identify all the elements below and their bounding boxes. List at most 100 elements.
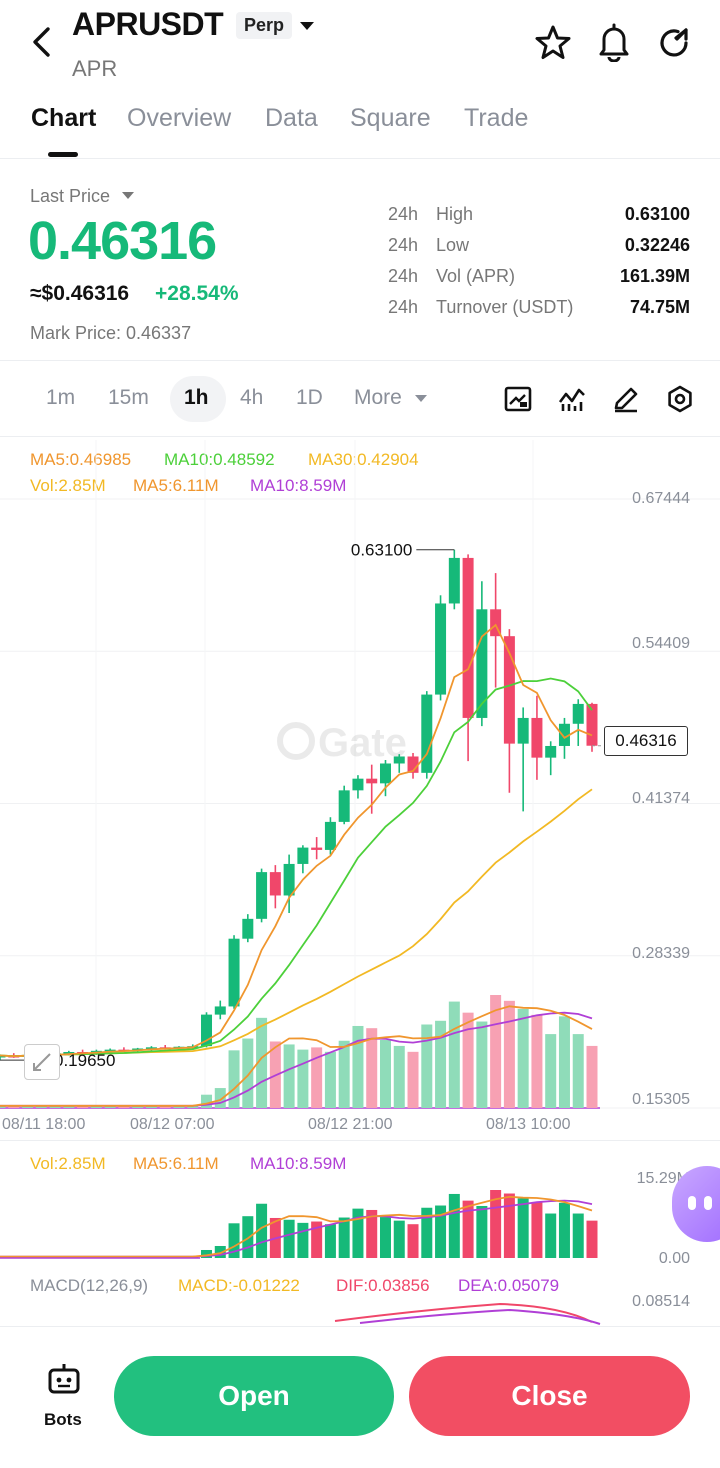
collapse-expand-icon[interactable] xyxy=(24,1044,60,1080)
timeframe-more[interactable]: More xyxy=(354,386,402,409)
star-icon[interactable] xyxy=(534,24,572,62)
x-tick: 08/13 10:00 xyxy=(486,1116,571,1133)
volume-bar xyxy=(0,1105,6,1108)
more-dropdown-icon[interactable] xyxy=(415,395,427,402)
volume-bar xyxy=(90,1105,102,1108)
draw-pencil-icon[interactable] xyxy=(611,384,641,414)
volume-bar xyxy=(379,1040,391,1108)
volume-bar xyxy=(393,1220,405,1258)
vol-ma5-line xyxy=(0,1005,593,1107)
y-tick: 0.15305 xyxy=(632,1091,690,1108)
volume-bar xyxy=(324,1051,336,1108)
volume-bar xyxy=(490,995,502,1108)
candle-body xyxy=(324,821,336,850)
bots-robot-icon[interactable] xyxy=(46,1362,82,1396)
tab-data[interactable]: Data xyxy=(265,104,318,132)
volume-bar xyxy=(35,1105,47,1108)
stat-value: 0.32246 xyxy=(624,235,690,255)
stat-low: 24h Low 0.32246 xyxy=(388,235,690,259)
volume-bar xyxy=(448,1193,460,1258)
volume-bar xyxy=(338,1040,350,1108)
candle-body xyxy=(490,609,502,637)
stat-period: 24h xyxy=(388,204,419,224)
volume-bar xyxy=(283,1219,295,1258)
last-price-dropdown-icon[interactable] xyxy=(122,192,134,199)
stat-value: 0.63100 xyxy=(624,204,690,224)
indicators-icon[interactable] xyxy=(557,384,587,414)
volume-chart[interactable] xyxy=(0,1170,720,1270)
mark-price: Mark Price: 0.46337 xyxy=(30,323,192,343)
settings-icon[interactable] xyxy=(665,384,695,414)
legend-macd-value: MACD:-0.01222 xyxy=(178,1276,300,1295)
volume-bar xyxy=(338,1217,350,1258)
volume-bar xyxy=(145,1105,157,1108)
stat-value: 161.39M xyxy=(619,266,690,286)
volume-bar xyxy=(503,1193,515,1258)
vol-axis-min: 0.00 xyxy=(658,1250,690,1267)
vol-ma10-line xyxy=(0,1199,593,1258)
symbol-dropdown-icon[interactable] xyxy=(300,22,314,30)
timeframe-15m[interactable]: 15m xyxy=(108,386,149,409)
open-button[interactable]: Open xyxy=(114,1356,394,1436)
price-change: +28.54% xyxy=(155,282,239,305)
candle-body xyxy=(517,717,529,744)
stat-volume: 24h Vol (APR) 161.39M xyxy=(388,266,690,290)
volume-bar xyxy=(435,1020,447,1108)
stat-high: 24h High 0.63100 xyxy=(388,204,690,228)
share-icon[interactable] xyxy=(656,24,694,62)
tab-trade[interactable]: Trade xyxy=(464,104,529,132)
timeframe-1d[interactable]: 1D xyxy=(296,386,323,409)
chart-divider xyxy=(0,1140,720,1141)
price-divider xyxy=(0,360,720,361)
tab-chart[interactable]: Chart xyxy=(31,104,97,132)
timeframe-4h[interactable]: 4h xyxy=(240,386,264,409)
volume-bar xyxy=(228,1050,240,1108)
timeframe-1h[interactable]: 1h xyxy=(184,386,209,409)
stat-turnover: 24h Turnover (USDT) 74.75M xyxy=(388,297,690,321)
volume-bar xyxy=(8,1105,20,1108)
legend-vol-2: Vol:2.85M xyxy=(30,1154,106,1173)
x-tick: 08/12 07:00 xyxy=(130,1116,215,1133)
legend-vol-ma10-2: MA10:8.59M xyxy=(250,1154,347,1173)
legend-vol-ma5-2: MA5:6.11M xyxy=(133,1154,219,1173)
active-timeframe-bg xyxy=(170,376,226,422)
x-tick: 08/12 21:00 xyxy=(308,1116,393,1133)
volume-bar xyxy=(242,1216,254,1258)
volume-bar xyxy=(201,1094,213,1108)
tab-square[interactable]: Square xyxy=(350,104,431,132)
close-button[interactable]: Close xyxy=(409,1356,690,1436)
volume-bar xyxy=(49,1105,61,1108)
volume-bar xyxy=(421,1207,433,1258)
perp-badge: Perp xyxy=(236,12,293,39)
svg-text:Gate: Gate xyxy=(318,721,407,765)
volume-bar xyxy=(352,1208,364,1258)
candle-body xyxy=(366,778,378,784)
assistant-float-button[interactable] xyxy=(672,1166,720,1242)
candle-body xyxy=(393,756,405,764)
volume-bar xyxy=(297,1049,309,1108)
candle-body xyxy=(63,1051,75,1054)
candle-body xyxy=(311,847,323,850)
volume-bar xyxy=(201,1249,213,1258)
chart-type-icon[interactable] xyxy=(503,384,533,414)
tab-overview[interactable]: Overview xyxy=(127,104,232,132)
y-tick: 0.67444 xyxy=(632,490,690,507)
candle-body xyxy=(256,872,268,919)
candlestick-chart[interactable]: Gate 0.63100 0.19650 xyxy=(0,440,720,1140)
volume-bar xyxy=(462,1200,474,1258)
volume-bar xyxy=(545,1034,557,1108)
macd-lines xyxy=(334,1302,601,1325)
volume-bar xyxy=(448,1001,460,1108)
stat-label: Low xyxy=(436,235,470,255)
volume-bar xyxy=(311,1047,323,1108)
symbol-subtitle: APR xyxy=(72,56,118,81)
back-arrow-icon[interactable] xyxy=(28,26,56,58)
bots-label[interactable]: Bots xyxy=(44,1410,82,1429)
last-price-label[interactable]: Last Price xyxy=(30,186,111,206)
candle-body xyxy=(545,745,557,758)
bell-icon[interactable] xyxy=(596,22,632,62)
legend-macd: MACD(12,26,9) xyxy=(30,1276,149,1295)
timeframe-1m[interactable]: 1m xyxy=(46,386,76,409)
volume-bar xyxy=(586,1220,598,1258)
symbol-title: APRUSDT xyxy=(72,6,224,42)
